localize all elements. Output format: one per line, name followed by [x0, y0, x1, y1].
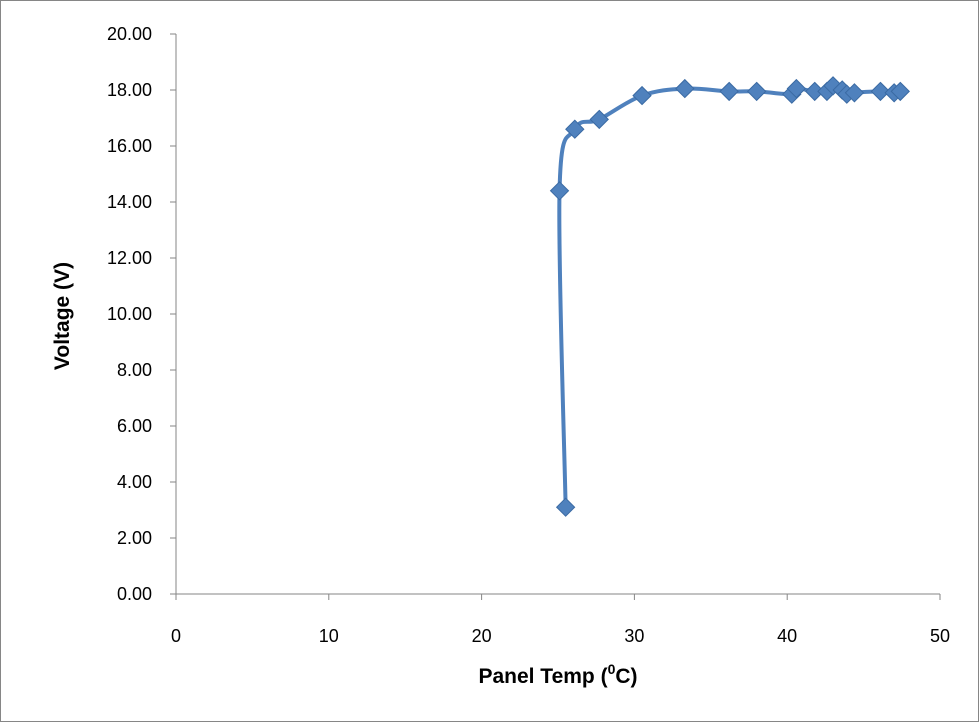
y-tick-label: 16.00	[107, 136, 152, 156]
x-tick-label: 40	[777, 626, 797, 646]
data-point	[675, 78, 695, 99]
x-tick-label: 0	[171, 626, 181, 646]
x-axis-title-superscript: 0	[608, 661, 616, 677]
x-tick-label: 30	[624, 626, 644, 646]
data-point	[870, 81, 891, 102]
x-axis-title: Panel Temp (0C)	[478, 661, 637, 688]
y-tick-label: 6.00	[117, 416, 152, 436]
x-axis-title-end: C)	[615, 665, 637, 688]
series-line	[557, 83, 903, 510]
tick-labels: 0.00 2.00 4.00 6.00 8.00 10.00 12.00 14.00 16.00…	[107, 24, 950, 646]
y-tick-label: 10.00	[107, 304, 152, 324]
data-point	[549, 181, 570, 201]
y-tick-label: 20.00	[107, 24, 152, 44]
y-tick-label: 4.00	[117, 472, 152, 492]
x-tick-label: 50	[930, 626, 950, 646]
y-tick-label: 14.00	[107, 192, 152, 212]
data-point	[719, 81, 739, 102]
data-point	[746, 81, 767, 102]
data-point	[786, 78, 807, 99]
data-point	[589, 109, 609, 130]
y-tick-label: 2.00	[117, 528, 152, 548]
y-tick-label: 12.00	[107, 248, 152, 268]
data-point	[555, 497, 576, 517]
data-point	[565, 119, 585, 139]
y-tick-label: 0.00	[117, 584, 152, 604]
y-tick-label: 8.00	[117, 360, 152, 380]
y-axis-title: Voltage (V)	[51, 262, 74, 370]
series-markers	[549, 76, 910, 517]
data-point	[844, 83, 865, 103]
x-tick-label: 20	[472, 626, 492, 646]
data-point	[632, 85, 652, 106]
x-axis-title-main: Panel Temp (	[478, 665, 607, 688]
y-tick-label: 18.00	[107, 80, 152, 100]
x-tick-label: 10	[319, 626, 339, 646]
axes	[170, 33, 941, 600]
data-point	[890, 81, 910, 102]
